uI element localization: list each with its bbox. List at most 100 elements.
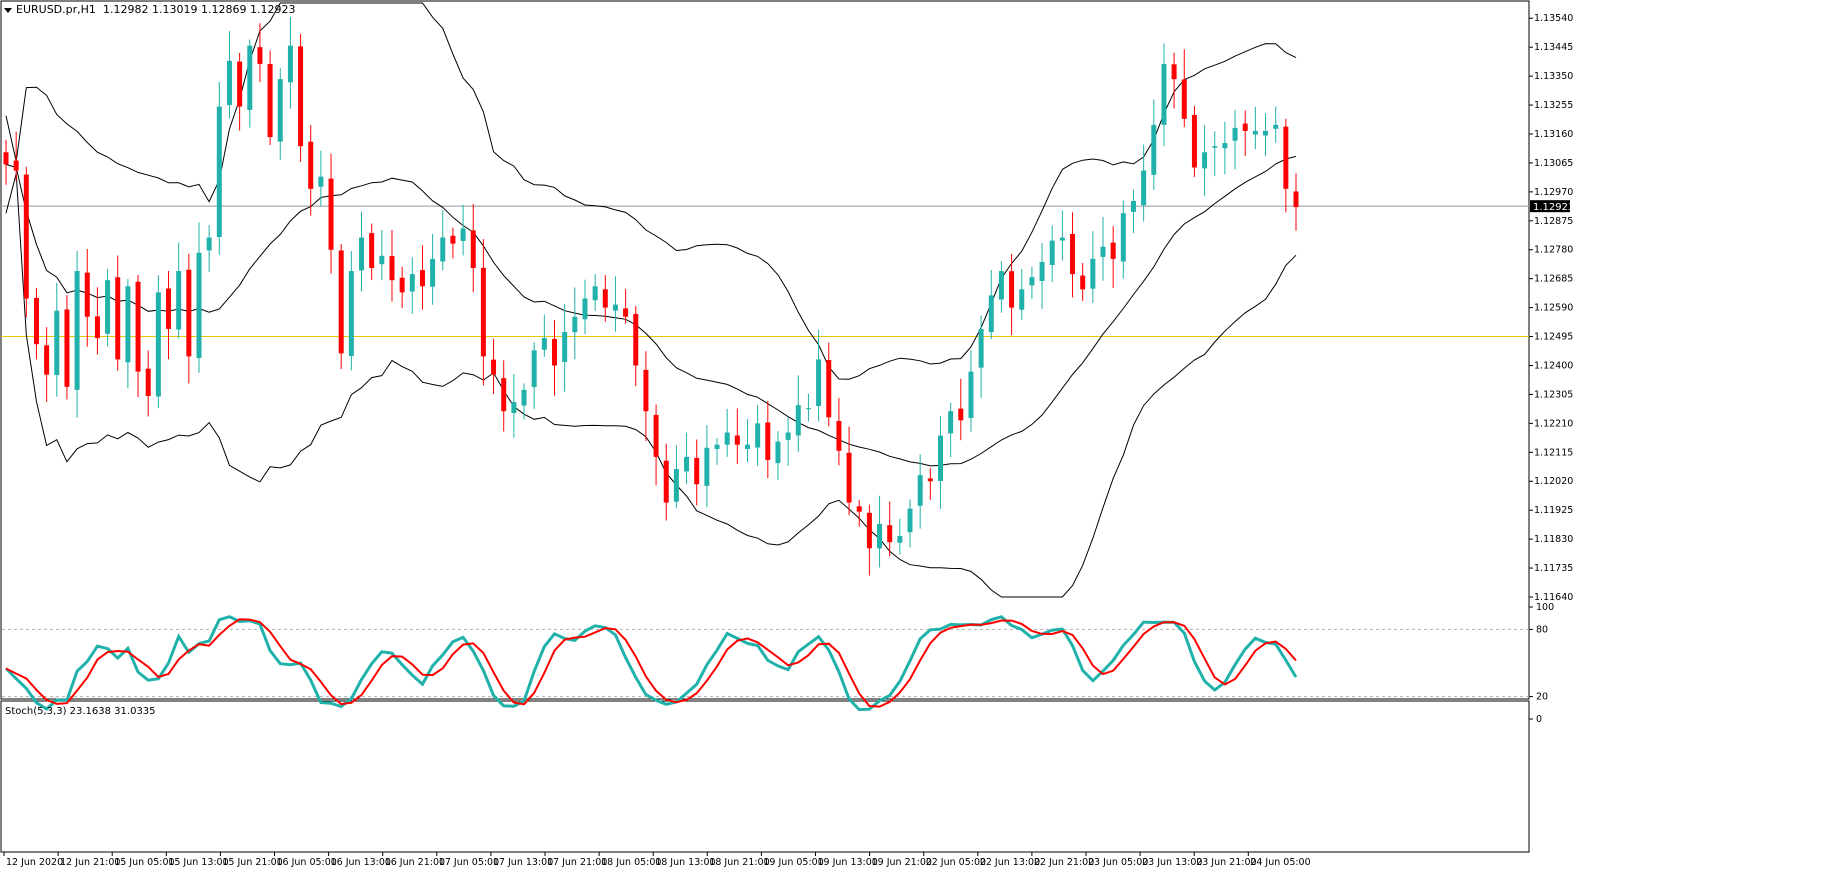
candle-body bbox=[805, 408, 811, 410]
candle-body bbox=[216, 106, 222, 238]
price-tick-label: 1.12305 bbox=[1534, 389, 1573, 400]
price-tick-label: 1.11735 bbox=[1534, 563, 1573, 574]
time-tick-label: 12 Jun 21:00 bbox=[60, 857, 120, 868]
time-tick-label: 22 Jun 05:00 bbox=[926, 857, 986, 868]
time-tick-label: 18 Jun 05:00 bbox=[601, 857, 661, 868]
candle-body bbox=[988, 295, 994, 333]
candle-body bbox=[359, 237, 365, 271]
time-tick-label: 17 Jun 13:00 bbox=[493, 857, 553, 868]
price-tick-label: 1.12020 bbox=[1534, 476, 1573, 487]
candle-body bbox=[765, 422, 771, 460]
stoch-label: Stoch(5,3,3) 23.1638 31.0335 bbox=[5, 706, 156, 717]
candle-body bbox=[1181, 79, 1187, 119]
candle-body bbox=[795, 405, 801, 436]
candle-body bbox=[54, 310, 60, 376]
candle-body bbox=[937, 435, 943, 481]
candle-body bbox=[389, 256, 395, 281]
candle-body bbox=[186, 269, 192, 357]
candle-body bbox=[531, 350, 537, 388]
candle-body bbox=[1019, 289, 1025, 310]
candle-body bbox=[1151, 124, 1157, 175]
candle-body bbox=[44, 345, 50, 375]
candle-body bbox=[633, 313, 639, 366]
candle-body bbox=[115, 277, 121, 360]
candle-body bbox=[166, 288, 172, 329]
candle-body bbox=[826, 360, 832, 418]
candle-body bbox=[744, 444, 750, 449]
candle-body bbox=[958, 408, 964, 421]
candle-body bbox=[511, 402, 517, 413]
price-tick-label: 1.13255 bbox=[1534, 100, 1573, 111]
candle-body bbox=[1141, 170, 1147, 206]
candle-body bbox=[1222, 143, 1228, 149]
price-tick-label: 1.12115 bbox=[1534, 447, 1573, 458]
candle-body bbox=[379, 255, 385, 265]
candle-body bbox=[348, 271, 354, 357]
candle-body bbox=[308, 141, 314, 189]
symbol-label: EURUSD.pr,H1 bbox=[16, 3, 96, 16]
candle-body bbox=[907, 508, 913, 533]
candle-body bbox=[775, 441, 781, 464]
symbol-menu-icon[interactable] bbox=[4, 8, 12, 13]
candle-body bbox=[866, 512, 872, 549]
candle-body bbox=[501, 378, 507, 412]
stoch-panel-frame bbox=[0, 700, 1530, 853]
candle-body bbox=[33, 297, 39, 345]
price-tick-label: 1.12970 bbox=[1534, 187, 1573, 198]
candle-body bbox=[135, 281, 141, 372]
candle-body bbox=[1171, 64, 1177, 80]
candle-body bbox=[84, 272, 90, 317]
candle-body bbox=[1212, 146, 1218, 148]
candle-body bbox=[23, 174, 29, 299]
candle-body bbox=[1080, 275, 1086, 290]
main-chart-frame bbox=[0, 0, 1530, 700]
candle-body bbox=[226, 60, 232, 106]
candle-body bbox=[694, 457, 700, 485]
candle-body bbox=[998, 271, 1004, 300]
candle-body bbox=[673, 469, 679, 502]
candle-body bbox=[968, 371, 974, 419]
candle-body bbox=[887, 525, 893, 543]
stoch-main-line bbox=[4, 615, 1298, 712]
candle-body bbox=[3, 152, 9, 165]
candle-body bbox=[328, 178, 334, 250]
price-axis: 1.13540 1.13445 1.13350 1.13255 1.13160 1.130… bbox=[1529, 13, 1573, 603]
time-tick-label: 15 Jun 05:00 bbox=[114, 857, 174, 868]
candle-body bbox=[155, 292, 161, 397]
time-tick-label: 23 Jun 21:00 bbox=[1196, 857, 1256, 868]
candle-body bbox=[430, 258, 436, 287]
candle-body bbox=[785, 432, 791, 440]
candle-body bbox=[440, 237, 446, 262]
candle-body bbox=[684, 456, 690, 472]
candle-body bbox=[1059, 237, 1065, 241]
candle-body bbox=[1090, 258, 1096, 289]
bb-lower-line bbox=[5, 173, 1297, 598]
stoch-tick-label: 0 bbox=[1536, 714, 1542, 725]
candle-body bbox=[419, 270, 425, 287]
candle-body bbox=[94, 316, 100, 339]
candle-body bbox=[460, 228, 466, 241]
candle-body bbox=[470, 230, 476, 269]
candle-body bbox=[643, 369, 649, 412]
time-tick-label: 18 Jun 13:00 bbox=[655, 857, 715, 868]
candle-body bbox=[267, 63, 273, 138]
price-tick-label: 1.12495 bbox=[1534, 332, 1573, 343]
candle-body bbox=[409, 274, 415, 292]
stochastic-lines bbox=[4, 615, 1298, 712]
candle-body bbox=[491, 359, 497, 375]
candle-body bbox=[846, 452, 852, 503]
candle-body bbox=[206, 237, 212, 251]
price-tick-label: 1.12590 bbox=[1534, 303, 1573, 314]
candle-body bbox=[856, 506, 862, 512]
candle-body bbox=[612, 304, 618, 311]
price-tick-label: 1.12685 bbox=[1534, 274, 1573, 285]
price-tick-label: 1.13065 bbox=[1534, 158, 1573, 169]
candle-body bbox=[176, 271, 182, 330]
stoch-tick-label: 80 bbox=[1536, 624, 1548, 635]
candle-body bbox=[125, 286, 131, 363]
time-tick-label: 15 Jun 21:00 bbox=[222, 857, 282, 868]
time-tick-label: 17 Jun 05:00 bbox=[439, 857, 499, 868]
candle-body bbox=[1110, 242, 1116, 259]
price-tick-label: 1.13445 bbox=[1534, 42, 1573, 53]
